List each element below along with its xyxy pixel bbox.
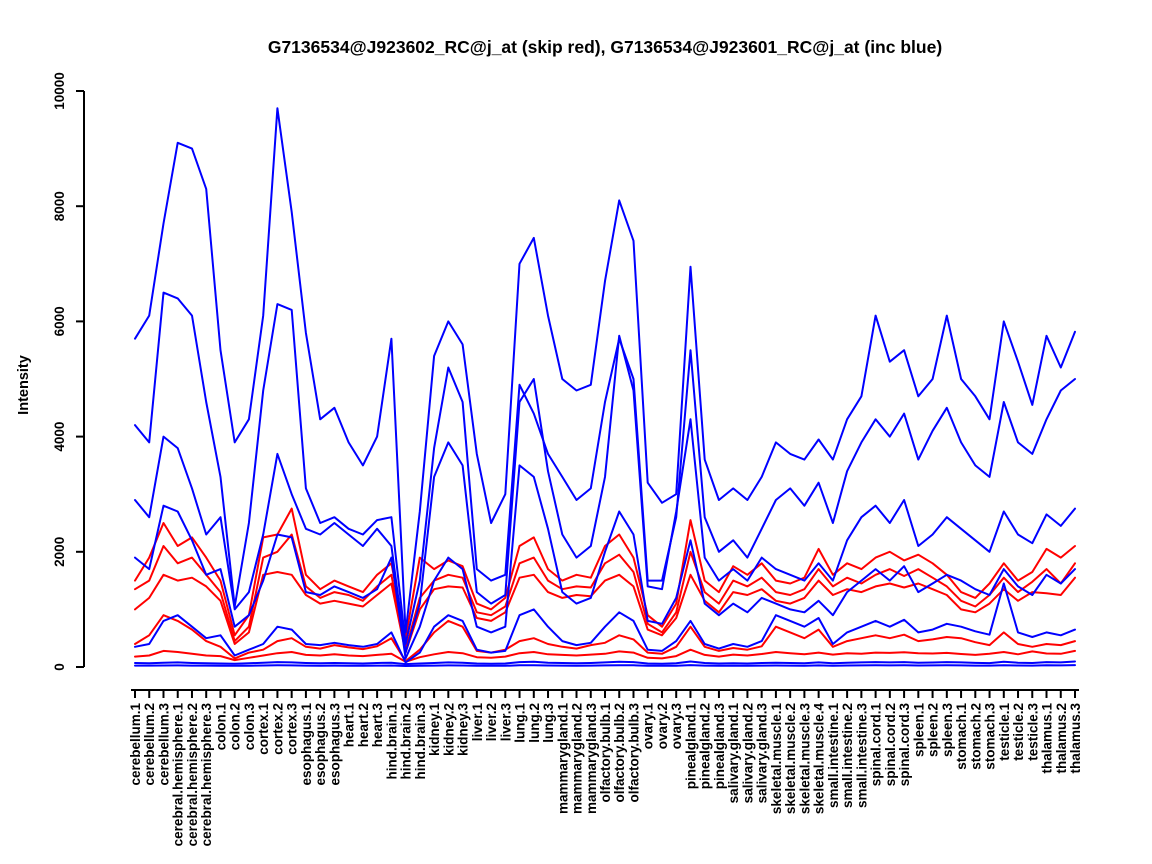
- x-tick-label: small.intestine.2: [840, 703, 855, 808]
- x-tick-label: colon.3: [242, 703, 257, 751]
- y-tick-label: 4000: [52, 422, 67, 452]
- x-tick-label: colon.2: [228, 703, 243, 750]
- x-tick-label: stomach.3: [983, 703, 998, 770]
- x-tick-label: salivary.gland.1: [726, 703, 741, 804]
- y-tick-label: 8000: [52, 191, 67, 221]
- x-tick-label: cerebellum.2: [142, 703, 157, 786]
- series-lines: [134, 107, 1076, 667]
- x-tick-label: spinal.cord.3: [897, 703, 912, 787]
- x-tick-label: lung.2: [527, 703, 542, 743]
- x-tick-label: heart.2: [356, 703, 371, 747]
- x-tick-label: thalamus.2: [1054, 703, 1069, 774]
- x-tick-label: cerebellum.1: [128, 703, 143, 786]
- x-tick-label: salivary.gland.2: [740, 703, 755, 803]
- x-tick-label: spinal.cord.2: [883, 703, 898, 786]
- x-tick-label: cerebellum.3: [156, 703, 171, 786]
- x-tick-label: liver.1: [470, 703, 485, 742]
- series-line-inc-blue-6: [134, 660, 1076, 666]
- x-tick-label: esophagus.2: [313, 703, 328, 786]
- x-tick-label: cerebral.hemisphere.1: [171, 703, 186, 847]
- x-tick-label: kidney.2: [441, 703, 456, 756]
- x-tick-label: ovary.2: [655, 703, 670, 749]
- x-tick-label: spleen.2: [926, 703, 941, 757]
- y-tick-label: 10000: [52, 72, 67, 110]
- x-tick-label: small.intestine.3: [854, 703, 869, 809]
- x-tick-label: olfactory.bulb.2: [612, 703, 627, 803]
- series-line-skip-red-2: [134, 533, 1076, 651]
- x-tick-label: heart.1: [342, 703, 357, 748]
- x-tick-label: spleen.3: [940, 703, 955, 758]
- series-line-skip-red-3: [134, 571, 1076, 654]
- x-tick-label: cortex.3: [285, 703, 300, 755]
- x-tick-label: thalamus.3: [1068, 703, 1083, 774]
- series-line-inc-blue-4: [134, 464, 1076, 660]
- x-tick-label: skeletal.muscle.2: [783, 703, 798, 814]
- x-tick-label: testicle.2: [1011, 703, 1026, 761]
- x-tick-label: testicle.3: [1025, 703, 1040, 761]
- x-tick-label: cerebral.hemisphere.3: [199, 703, 214, 847]
- series-line-skip-red-5: [134, 648, 1076, 663]
- x-tick-label: spleen.1: [911, 703, 926, 758]
- series-line-skip-red-4: [134, 614, 1076, 663]
- x-tick-label: esophagus.3: [327, 703, 342, 786]
- x-tick-label: cortex.1: [256, 703, 271, 755]
- x-tick-label: skeletal.muscle.1: [769, 703, 784, 815]
- series-line-inc-blue-2: [134, 291, 1076, 645]
- series-line-inc-blue-5: [134, 582, 1076, 664]
- x-tick-label: thalamus.1: [1040, 703, 1055, 774]
- series-line-inc-blue-7: [134, 664, 1076, 667]
- x-tick-label: kidney.3: [456, 703, 471, 757]
- x-tick-label: hind.brain.2: [399, 703, 414, 780]
- x-tick-label: hind.brain.3: [413, 703, 428, 780]
- x-tick-label: lung.1: [513, 703, 528, 743]
- x-tick-label: salivary.gland.3: [755, 703, 770, 804]
- series-line-skip-red-1: [134, 507, 1076, 640]
- x-tick-label: mammarygland.3: [584, 703, 599, 815]
- x-tick-label: esophagus.1: [299, 703, 314, 786]
- x-tick-label: ovary.3: [669, 703, 684, 750]
- x-tick-label: stomach.1: [954, 703, 969, 770]
- x-tick-label: heart.3: [370, 703, 385, 748]
- y-tick-label: 2000: [52, 537, 67, 567]
- x-tick-label: cerebral.hemisphere.2: [185, 703, 200, 846]
- x-tick-label: small.intestine.1: [826, 703, 841, 809]
- x-tick-label: testicle.1: [997, 703, 1012, 761]
- y-axis-label: Intensity: [16, 355, 32, 415]
- x-tick-label: skeletal.muscle.4: [812, 703, 827, 815]
- x-tick-label: stomach.2: [968, 703, 983, 770]
- x-tick-label: cortex.2: [270, 703, 285, 755]
- x-tick-label: olfactory.bulb.1: [598, 703, 613, 803]
- x-tick-label: olfactory.bulb.3: [626, 703, 641, 803]
- x-tick-label: skeletal.muscle.3: [797, 703, 812, 815]
- x-tick-label: pinealgland.3: [712, 703, 727, 790]
- x-tick-label: mammarygland.1: [555, 703, 570, 815]
- x-tick-label: colon.1: [213, 703, 228, 751]
- x-tick-label: liver.2: [484, 703, 499, 741]
- y-tick-label: 6000: [52, 306, 67, 336]
- x-tick-label: liver.3: [498, 703, 513, 742]
- x-tick-label: spinal.cord.1: [869, 703, 884, 787]
- series-line-inc-blue-3: [134, 334, 1076, 654]
- x-tick-label: kidney.1: [427, 703, 442, 757]
- y-tick-label: 0: [52, 663, 67, 671]
- chart-title: G7136534@J923602_RC@j_at (skip red), G71…: [268, 37, 942, 57]
- x-tick-label: lung.3: [541, 703, 556, 743]
- x-tick-label: pinealgland.2: [698, 703, 713, 789]
- series-line-inc-blue-1: [134, 107, 1076, 634]
- x-tick-label: hind.brain.1: [384, 703, 399, 780]
- x-tick-label: pinealgland.1: [683, 703, 698, 790]
- x-tick-label: ovary.1: [641, 703, 656, 750]
- x-tick-label: mammarygland.2: [570, 703, 585, 814]
